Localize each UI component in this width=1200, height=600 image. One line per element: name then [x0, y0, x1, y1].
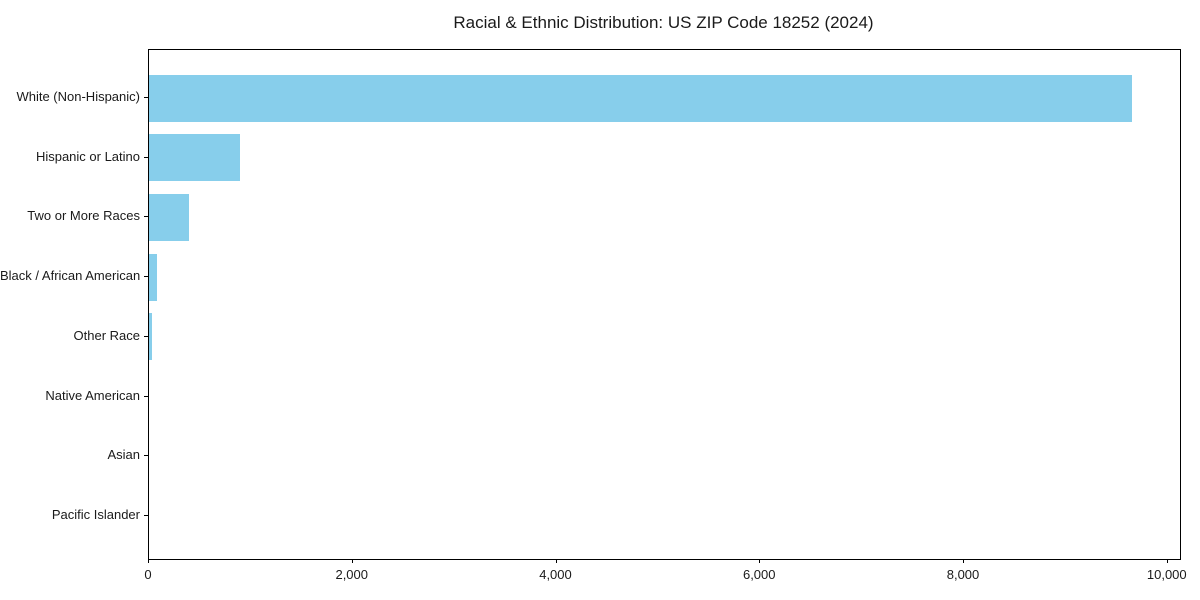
x-tick-mark [351, 559, 353, 563]
bar-two-or-more-races [149, 193, 189, 241]
x-tick-mark [555, 559, 557, 563]
x-tick-label: 8,000 [946, 567, 980, 582]
y-tick-label: Other Race [73, 327, 140, 343]
y-tick-label: Hispanic or Latino [35, 148, 140, 164]
plot-area [148, 49, 1181, 560]
x-tick-label: 4,000 [539, 567, 572, 582]
x-tick-mark [963, 559, 965, 563]
y-tick-mark [144, 335, 148, 337]
x-tick-mark [759, 559, 761, 563]
y-tick-label: Black / African American [0, 268, 141, 284]
y-tick-mark [144, 514, 148, 516]
y-tick-label: Asian [107, 447, 140, 463]
bar-white-non-hispanic [149, 74, 1133, 122]
y-tick-mark [144, 156, 148, 158]
bar-other-race [149, 313, 153, 361]
y-tick-label: Pacific Islander [51, 506, 140, 522]
y-tick-mark [144, 216, 148, 218]
bar-black-african-american [149, 253, 157, 301]
x-tick-label: 0 [144, 567, 152, 582]
y-tick-mark [144, 395, 148, 397]
y-tick-mark [144, 97, 148, 98]
x-tick-mark [148, 559, 149, 563]
x-tick-label: 2,000 [335, 567, 369, 582]
y-tick-mark [144, 276, 148, 278]
y-tick-mark [144, 455, 148, 457]
x-tick-label: 10,000 [1146, 567, 1187, 582]
y-tick-label: Two or More Races [27, 208, 140, 224]
y-tick-label: Native American [45, 387, 140, 403]
x-tick-label: 6,000 [742, 567, 776, 582]
y-tick-label: White (Non-Hispanic) [16, 89, 140, 104]
bar-hispanic-or-latino [149, 134, 240, 182]
x-tick-mark [1166, 559, 1168, 563]
chart-title: Racial & Ethnic Distribution: US ZIP Cod… [453, 13, 874, 32]
